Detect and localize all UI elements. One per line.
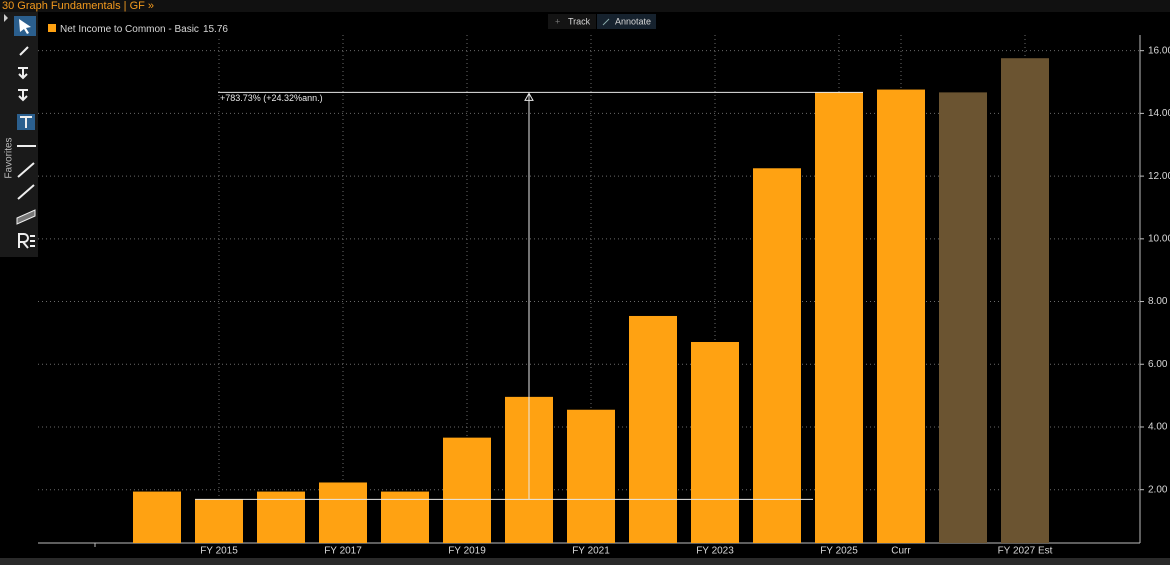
y-tick-label: 4.00 [1148, 422, 1168, 433]
tool-ray[interactable] [17, 184, 35, 200]
x-tick-label: FY 2021 [572, 546, 610, 557]
track-icon: + [555, 16, 560, 26]
y-tick-label: 14.00 [1148, 108, 1170, 119]
y-tick-label: 8.00 [1148, 296, 1168, 307]
bar [381, 491, 429, 543]
bar [691, 341, 739, 543]
status-bar [0, 558, 1170, 565]
tool-text-icon [20, 116, 32, 128]
x-tick-label: FY 2023 [696, 546, 734, 557]
y-tick-label: 12.00 [1148, 171, 1170, 182]
tool-select-icon [19, 19, 31, 34]
annotation-arrow [524, 92, 534, 101]
bar [257, 491, 305, 543]
legend-name: Net Income to Common - Basic [60, 24, 199, 35]
track-button[interactable] [548, 14, 596, 29]
x-tick-label: FY 2017 [324, 546, 362, 557]
bar [1001, 58, 1049, 544]
bar [195, 499, 243, 543]
bar [815, 92, 863, 543]
tool-channel[interactable] [16, 209, 36, 225]
tool-pen[interactable] [19, 46, 29, 56]
y-tick-label: 6.00 [1148, 359, 1168, 370]
y-tick-label: 2.00 [1148, 484, 1168, 495]
bar [133, 491, 181, 543]
y-tick-label: 10.00 [1148, 233, 1170, 244]
annotate-icon [602, 18, 610, 26]
x-tick-label: FY 2015 [200, 546, 238, 557]
annotate-button[interactable] [597, 14, 656, 29]
annotation-label: +783.73% (+24.32%ann.) [220, 93, 323, 103]
bar [567, 409, 615, 543]
bar [753, 168, 801, 543]
x-tick-label: FY 2027 Est [998, 546, 1053, 557]
favorites-tab[interactable]: Favorites [4, 137, 15, 178]
bars [133, 58, 1049, 544]
toolbar-arrow[interactable] [4, 14, 8, 22]
tool-r[interactable] [18, 233, 35, 249]
toolbar: Favorites [0, 12, 38, 257]
bar [443, 437, 491, 543]
track-label[interactable]: Track [568, 16, 591, 26]
tool-dollar[interactable] [18, 89, 28, 102]
tool-trend[interactable] [17, 162, 35, 178]
window-title[interactable]: 30 Graph Fundamentals | GF » [2, 0, 154, 12]
bar [319, 482, 367, 543]
legend [45, 21, 277, 37]
y-tick-label: 16.00 [1148, 45, 1170, 56]
legend-value: 15.76 [203, 24, 228, 35]
legend-swatch [48, 24, 56, 32]
x-tick-label: FY 2019 [448, 546, 486, 557]
legend-label: Net Income to Common - Basic 15.76 [60, 24, 228, 35]
bar [877, 89, 925, 544]
annotate-label[interactable]: Annotate [615, 16, 651, 26]
bar [939, 92, 987, 543]
title-bar [0, 0, 1170, 12]
tool-icons [16, 46, 36, 249]
bar [629, 315, 677, 543]
x-tick-label: Curr [891, 546, 911, 557]
x-tick-label: FY 2025 [820, 546, 858, 557]
tool-pct[interactable] [18, 67, 28, 80]
